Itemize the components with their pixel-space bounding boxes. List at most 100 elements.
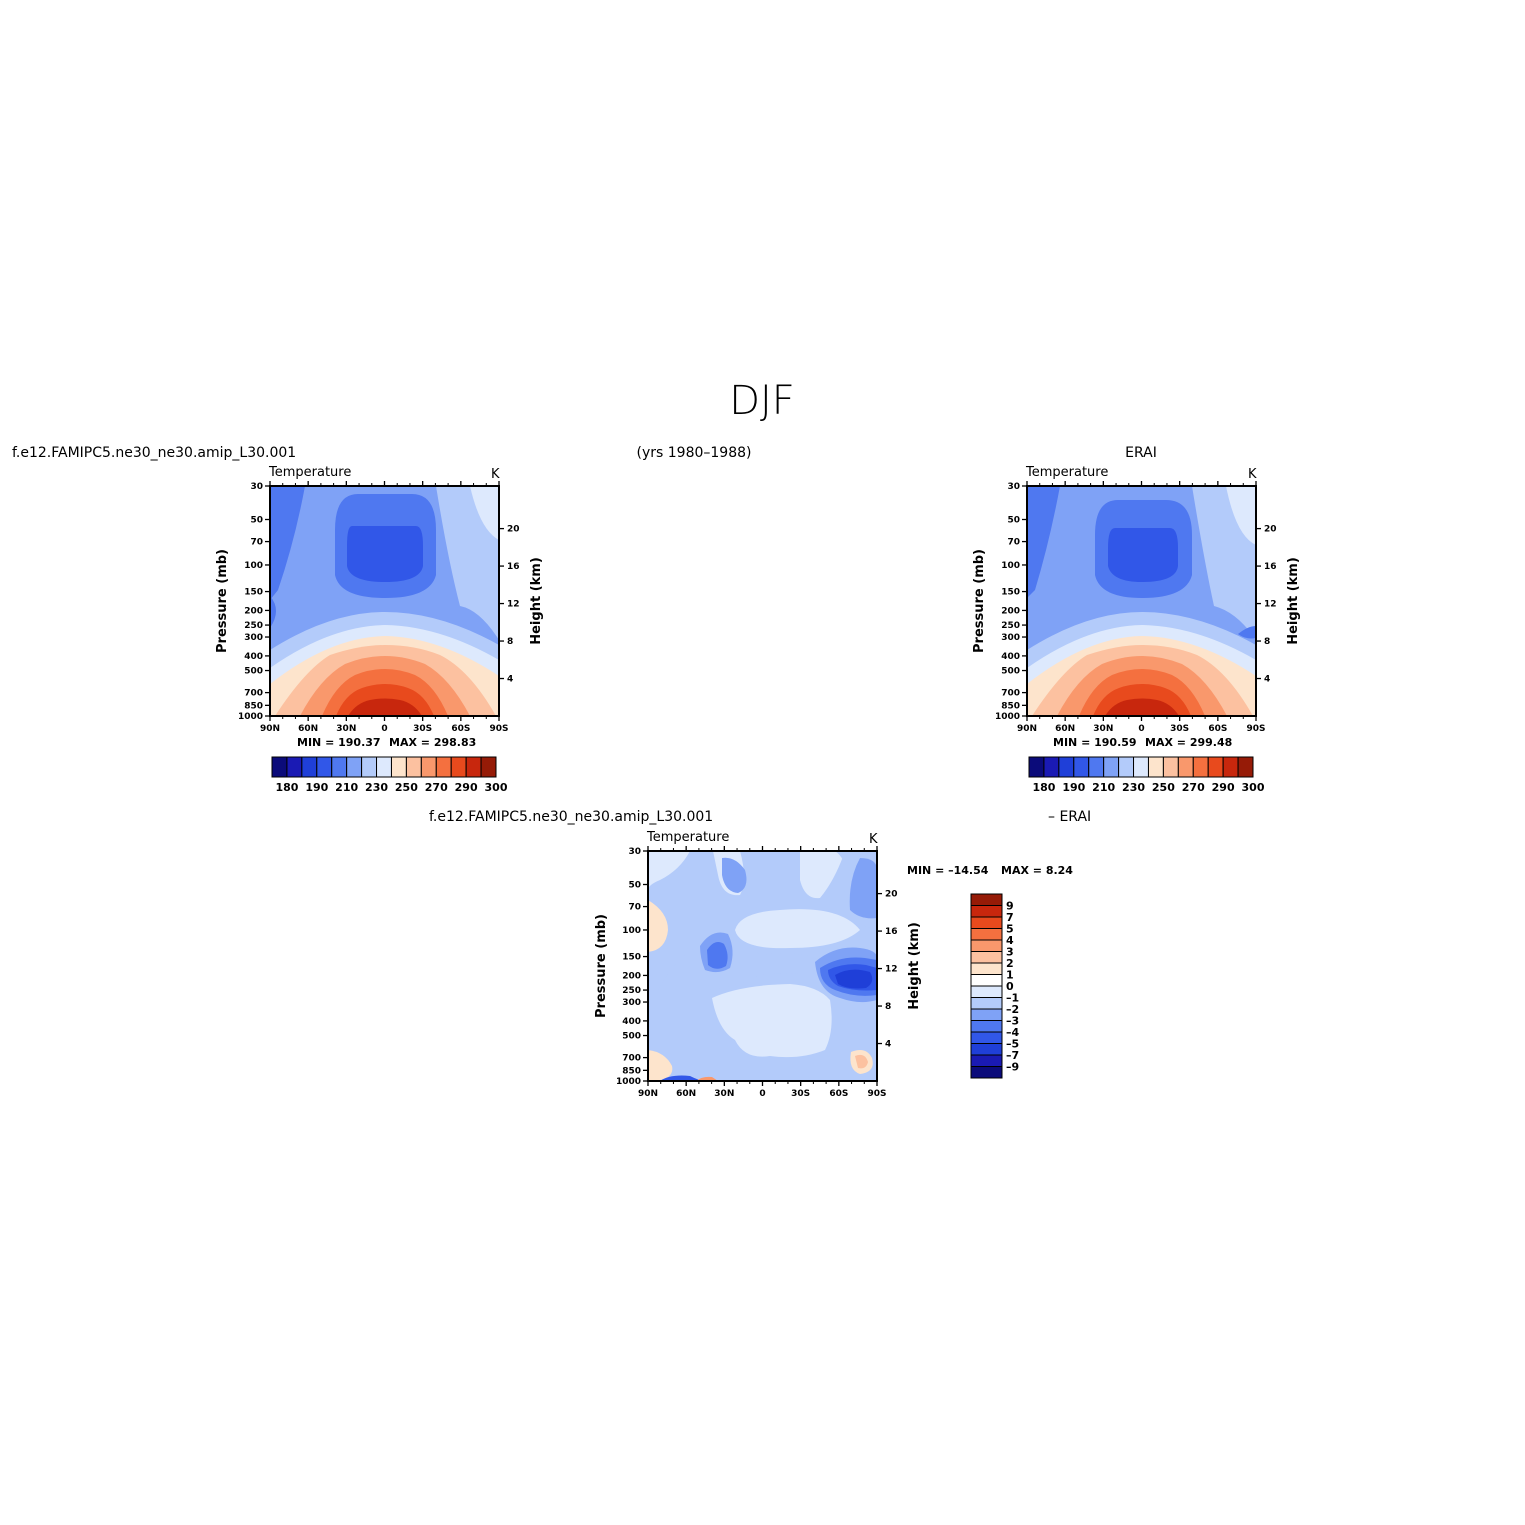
figure-title: DJF — [729, 378, 795, 424]
colorbar-label: –3 — [1006, 1015, 1019, 1028]
panel-model-max: MAX = 298.83 — [389, 736, 476, 749]
x-tick-label: 60N — [298, 724, 318, 734]
x-tick-label: 30S — [413, 724, 432, 734]
colorbar-label: 190 — [305, 781, 328, 794]
colorbar-swatch — [1058, 756, 1075, 778]
panel-model: Temperature K 90N 60N 30N 0 30S 60S 90S 30 50 70 1… — [215, 465, 544, 794]
colorbar-swatch — [1028, 756, 1045, 778]
colorbar-label: 300 — [1242, 781, 1265, 794]
x-tick-label: 90S — [867, 1089, 886, 1099]
colorbar-swatch — [480, 756, 497, 778]
colorbar-swatch — [970, 1008, 1003, 1021]
colorbar-swatch — [1222, 756, 1239, 778]
y-tick-label: 1000 — [616, 1077, 641, 1087]
y-tick-label: 200 — [244, 606, 263, 616]
colorbar-swatch — [301, 756, 318, 778]
colorbar-swatch — [970, 1043, 1003, 1056]
panel-obs-field — [1027, 486, 1256, 716]
field-band — [660, 1075, 705, 1081]
colorbar-label: 180 — [1032, 781, 1055, 794]
panel-model-units: K — [491, 467, 500, 482]
colorbar-swatch — [1103, 756, 1120, 778]
x-tick-label: 0 — [759, 1089, 765, 1099]
colorbar-label: –4 — [1006, 1026, 1020, 1039]
y-tick-label: 30 — [1007, 482, 1020, 492]
colorbar-swatch — [435, 756, 452, 778]
colorbar-label: –5 — [1006, 1038, 1019, 1051]
field-band — [722, 857, 747, 893]
colorbar-label: 3 — [1006, 946, 1014, 959]
panel-diff-field — [648, 851, 877, 1081]
colorbar-swatch — [1043, 756, 1060, 778]
colorbar-swatch — [970, 939, 1003, 952]
colorbar-swatch — [1162, 756, 1179, 778]
panel-obs-ylabel: Pressure (mb) — [972, 549, 987, 653]
colorbar-label: 190 — [1062, 781, 1085, 794]
panel-diff-units: K — [869, 832, 878, 847]
y-tick-label: 200 — [622, 971, 641, 981]
colorbar-swatch — [970, 974, 1003, 987]
colorbar-swatch — [970, 997, 1003, 1010]
y-tick-label: 850 — [244, 701, 263, 711]
x-tick-label: 60S — [829, 1089, 848, 1099]
y2-tick-label: 20 — [507, 525, 520, 535]
field-band — [800, 851, 845, 899]
colorbar-label: 270 — [1182, 781, 1205, 794]
colorbar-label: 5 — [1006, 923, 1014, 936]
colorbar-swatch — [970, 905, 1003, 918]
colorbar-label: 7 — [1006, 911, 1014, 924]
panel-diff-min: MIN = –14.54 — [907, 864, 989, 877]
colorbar-swatch — [346, 756, 363, 778]
panel-model-title: Temperature — [268, 465, 351, 480]
field-band — [696, 1076, 718, 1081]
x-tick-label: 60N — [676, 1089, 696, 1099]
colorbar-label: 2 — [1006, 957, 1014, 970]
colorbar-swatch — [1237, 756, 1254, 778]
y-tick-label: 1000 — [995, 712, 1020, 722]
y-tick-label: 700 — [622, 1054, 641, 1064]
diff-case-name-label: f.e12.FAMIPC5.ne30_ne30.amip_L30.001 — [429, 809, 713, 825]
colorbar-label: 180 — [275, 781, 298, 794]
colorbar-label: 210 — [335, 781, 358, 794]
y2-tick-label: 16 — [885, 927, 898, 937]
x-tick-label: 30N — [714, 1089, 734, 1099]
y-tick-label: 50 — [628, 881, 641, 891]
field-band — [648, 1050, 673, 1081]
x-tick-label: 0 — [381, 724, 387, 734]
y-tick-label: 500 — [1001, 667, 1020, 677]
y-tick-label: 500 — [244, 667, 263, 677]
x-tick-label: 90S — [1246, 724, 1265, 734]
colorbar-swatch — [970, 1066, 1003, 1079]
field-band — [712, 984, 832, 1058]
panel-obs-units: K — [1248, 467, 1257, 482]
colorbar-swatch — [1147, 756, 1164, 778]
colorbar-swatch — [970, 1020, 1003, 1033]
panel-model-field — [270, 486, 499, 716]
panel-obs-max: MAX = 299.48 — [1145, 736, 1232, 749]
field-band — [1108, 528, 1178, 582]
x-tick-label: 30S — [1170, 724, 1189, 734]
field-band — [1226, 486, 1256, 545]
y-tick-label: 400 — [1001, 652, 1020, 662]
obs-name-label: ERAI — [1125, 445, 1157, 461]
colorbar-swatch — [1133, 756, 1149, 778]
colorbar-label: –1 — [1006, 992, 1019, 1005]
panel-obs-colorbar: 180 190 210 230 250 270 290 300 — [1028, 756, 1265, 794]
panel-diff-max: MAX = 8.24 — [1001, 864, 1073, 877]
y-tick-label: 500 — [622, 1032, 641, 1042]
panel-model-ylabel: Pressure (mb) — [215, 549, 230, 653]
y-tick-label: 300 — [1001, 633, 1020, 643]
field-band — [1027, 486, 1060, 598]
colorbar-swatch — [970, 962, 1003, 975]
y2-tick-label: 12 — [1264, 600, 1277, 610]
y-tick-label: 700 — [1001, 689, 1020, 699]
x-tick-label: 60S — [1208, 724, 1227, 734]
colorbar-label: 300 — [485, 781, 508, 794]
y-tick-label: 400 — [244, 652, 263, 662]
y-tick-label: 250 — [622, 986, 641, 996]
y2-tick-label: 8 — [885, 1002, 891, 1012]
panel-obs: Temperature K 90N 60N 30N 0 30S 60S 90S 30 50 70 1… — [972, 465, 1301, 794]
y2-tick-label: 4 — [507, 675, 513, 685]
panel-diff-title: Temperature — [646, 830, 729, 845]
panel-obs-y2label: Height (km) — [1286, 557, 1301, 645]
